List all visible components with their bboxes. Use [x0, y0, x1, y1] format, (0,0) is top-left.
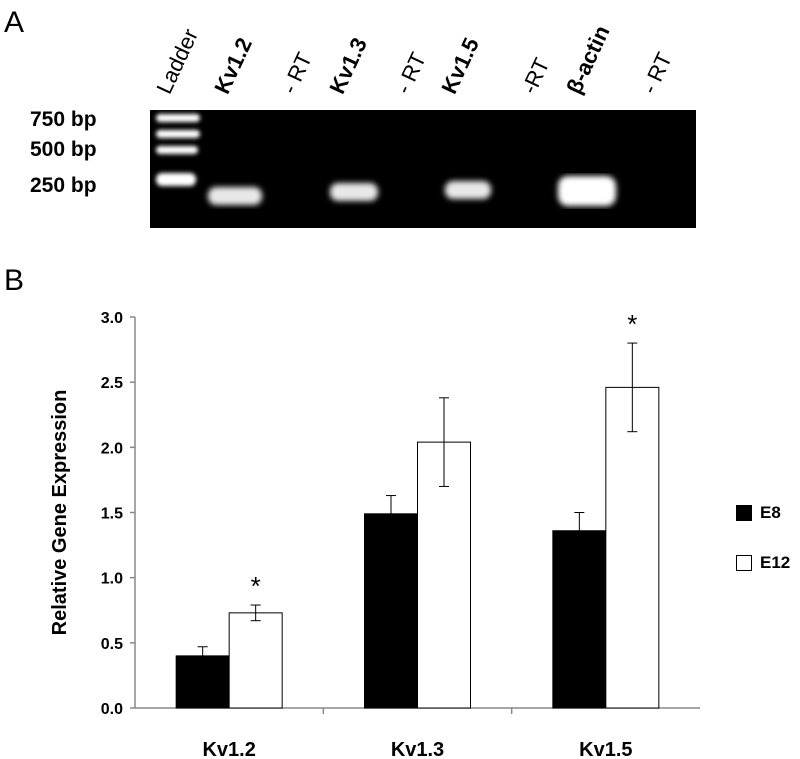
lane-label-4: - RT — [390, 48, 432, 98]
size-label-250: 250 bp — [30, 174, 97, 197]
bar-e8-2 — [552, 530, 607, 709]
panel-a-letter: A — [4, 6, 25, 39]
lane-label-2: - RT — [276, 48, 318, 98]
legend-swatch-e8 — [736, 505, 752, 521]
size-label-500: 500 bp — [30, 138, 97, 161]
band-kv12 — [208, 187, 262, 205]
y-tick-label: 2.5 — [101, 375, 123, 392]
x-tick-label: Kv1.5 — [579, 739, 632, 759]
bar-e8-1 — [364, 513, 418, 709]
bar-e12-0 — [228, 612, 283, 709]
y-tick-label: 2.0 — [101, 440, 123, 457]
y-tick-label: 1.5 — [101, 506, 123, 523]
significance-marker: * — [251, 571, 261, 601]
legend-label-e8: E8 — [760, 503, 781, 522]
y-tick-label: 1.0 — [101, 571, 123, 588]
size-label-750: 750 bp — [30, 108, 97, 131]
y-tick-label: 0.0 — [101, 701, 123, 718]
x-tick-label: Kv1.2 — [202, 739, 255, 759]
gel-image — [150, 110, 696, 228]
lane-label-5: Kv1.5 — [436, 33, 484, 98]
lane-label-7: β-actin — [561, 21, 615, 98]
bar-e8-0 — [175, 655, 230, 709]
significance-marker: * — [627, 309, 637, 339]
ladder-bands — [156, 114, 200, 186]
legend-item-e12: E12 — [736, 553, 790, 573]
lane-label-6: -RT — [516, 54, 555, 98]
band-bactin — [558, 176, 616, 206]
y-tick-label: 0.5 — [101, 636, 123, 653]
legend-item-e8: E8 — [736, 503, 781, 523]
band-kv15 — [445, 181, 491, 199]
y-tick-label: 3.0 — [101, 310, 123, 327]
legend-label-e12: E12 — [760, 553, 791, 572]
gel-background — [150, 110, 696, 228]
bar-e12-2 — [605, 386, 660, 709]
x-tick-label: Kv1.3 — [391, 739, 444, 759]
lane-label-8: - RT — [636, 48, 678, 98]
bar-chart: 0.0 0.5 1.0 1.5 2.0 2.5 3.0 Relative Gene Expre… — [49, 309, 700, 759]
band-kv13 — [330, 183, 378, 201]
lane-label-3: Kv1.3 — [324, 33, 372, 98]
lane-label-1: Kv1.2 — [209, 33, 257, 98]
y-axis-label: Relative Gene Expression — [49, 390, 71, 636]
panel-b-letter: B — [4, 264, 25, 297]
legend-swatch-e12 — [736, 555, 752, 571]
lane-label-0: Ladder — [151, 24, 204, 98]
